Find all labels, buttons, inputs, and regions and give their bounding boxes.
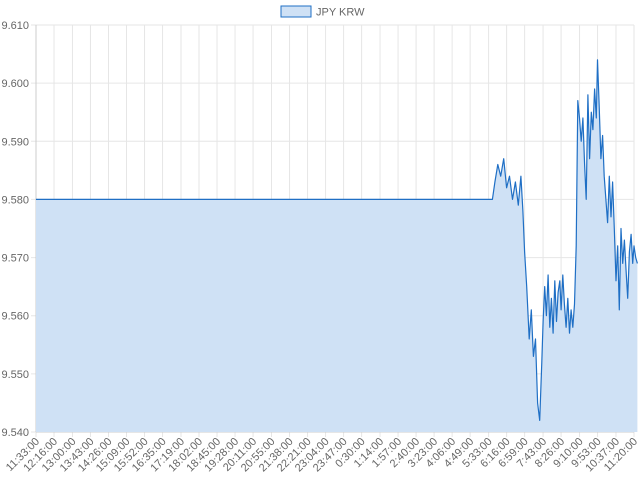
- legend-label: JPY KRW: [316, 7, 365, 19]
- y-tick-label: 9.550: [1, 369, 29, 381]
- y-tick-label: 9.560: [1, 311, 29, 323]
- y-tick-label: 9.570: [1, 253, 29, 265]
- y-tick-label: 9.580: [1, 194, 29, 206]
- legend[interactable]: JPY KRW: [280, 5, 365, 19]
- y-tick-label: 9.600: [1, 78, 29, 90]
- series-area-fill: [36, 59, 638, 433]
- y-tick-label: 9.540: [1, 427, 29, 439]
- plot-area: [36, 59, 638, 433]
- y-tick-label: 9.610: [1, 20, 29, 32]
- legend-swatch: [280, 5, 312, 18]
- series-line: [36, 59, 638, 421]
- y-tick-label: 9.590: [1, 136, 29, 148]
